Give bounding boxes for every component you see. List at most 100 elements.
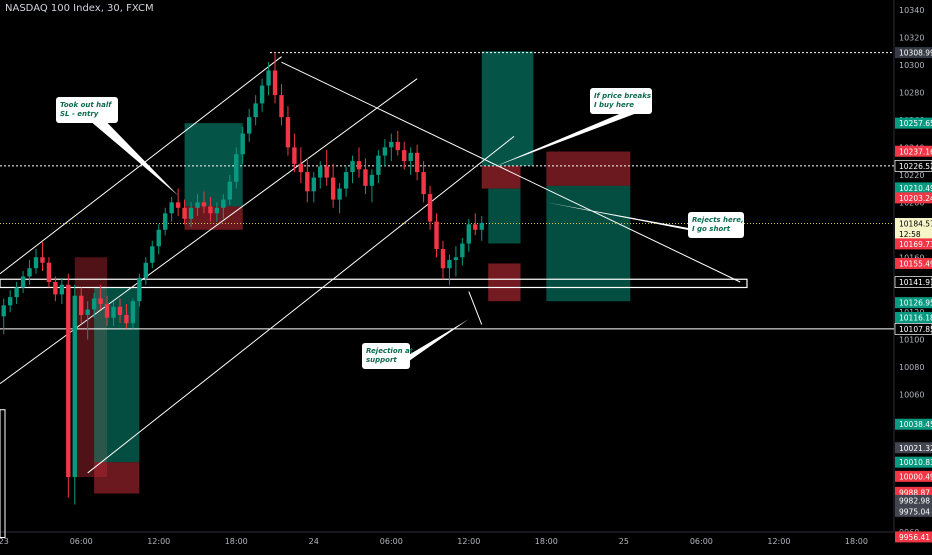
price-label: 10155.49: [899, 259, 932, 268]
callout-text: Rejects here,: [692, 216, 744, 224]
candle-body: [143, 262, 149, 278]
candle-body: [382, 147, 388, 156]
candle-body: [324, 166, 329, 178]
x-tick-label: 24: [309, 537, 319, 546]
position-zone: [488, 188, 521, 244]
price-label-box: [895, 257, 932, 269]
price-label-box: [895, 218, 932, 230]
candle-body: [356, 161, 362, 170]
callout-text: Took out half: [60, 101, 112, 109]
candle-body: [14, 287, 19, 298]
position-zone: [184, 123, 243, 207]
position-zone: [546, 151, 631, 186]
candle-body: [66, 284, 71, 478]
candle-body: [98, 298, 103, 304]
price-label: 10210.49: [899, 184, 932, 193]
trend-line: [87, 135, 515, 474]
candle-body: [259, 85, 265, 104]
price-label: 9982.98: [899, 496, 930, 505]
price-label: 10308.99: [899, 49, 932, 58]
position-zone: [546, 185, 631, 302]
candle-body: [91, 298, 97, 310]
trend-line: [281, 61, 741, 283]
candle-body: [440, 249, 446, 269]
callout-box: [590, 88, 652, 114]
candle-body: [479, 222, 484, 230]
price-label: 10169.73: [899, 240, 932, 249]
trend-line: [468, 291, 483, 325]
price-label-box: [895, 531, 932, 543]
candle-body: [40, 257, 45, 263]
price-label-box: [895, 228, 932, 240]
position-zone: [488, 263, 521, 302]
candle-body: [117, 306, 123, 315]
candle-body: [272, 70, 278, 96]
price-label-box: [895, 47, 932, 59]
callout-pointer: [90, 121, 179, 196]
candle-body: [376, 155, 381, 175]
position-zone: [184, 206, 243, 230]
candle-body: [253, 103, 258, 118]
support-box: [0, 278, 748, 289]
x-tick-label: 18:00: [845, 537, 868, 546]
position-zone: [481, 51, 534, 166]
candle-body: [20, 276, 26, 288]
candle-body: [337, 188, 342, 200]
candle-body: [227, 181, 232, 200]
price-label: 10021.32: [899, 444, 932, 453]
candle-body: [79, 295, 84, 315]
x-tick-label: 18:00: [535, 537, 558, 546]
price-label-box: [894, 160, 932, 172]
candle-body: [124, 314, 129, 324]
price-label-box: [895, 486, 932, 498]
callout-box: [688, 212, 744, 238]
y-tick-label: 10080: [899, 363, 924, 372]
price-label: 10237.16: [899, 147, 932, 156]
candle-body: [208, 206, 213, 214]
price-label: 10116.18: [899, 313, 932, 322]
callout-text: I buy here: [594, 101, 634, 109]
candle-body: [369, 174, 375, 186]
candle-body: [72, 295, 77, 478]
x-tick-label: 12:00: [767, 537, 790, 546]
price-label-box: [895, 494, 932, 506]
candle-body: [234, 154, 239, 182]
price-label: 12:58: [899, 230, 921, 239]
candle-body: [59, 284, 65, 295]
price-label-box: [895, 192, 932, 204]
candle-body: [434, 221, 439, 250]
candle-body: [169, 202, 174, 214]
candle-body: [221, 199, 226, 208]
price-label-box: [895, 418, 932, 430]
candle-body: [460, 243, 465, 258]
callout-box: [56, 97, 118, 123]
y-tick-label: 10160: [899, 253, 924, 262]
callout-text: If price breaks: [594, 92, 651, 100]
price-label: 10000.49: [899, 472, 932, 481]
candle-body: [453, 257, 459, 261]
candle-body: [266, 70, 271, 86]
candle-body: [195, 202, 200, 208]
price-label-box: [894, 276, 932, 288]
candle-body: [473, 224, 478, 230]
price-label-box: [895, 297, 932, 309]
candle-body: [85, 309, 90, 315]
price-label: 9975.04: [899, 507, 930, 516]
price-label-box: [895, 238, 932, 250]
candle-body: [240, 133, 245, 155]
x-tick-label: 12:00: [457, 537, 480, 546]
x-tick-label: 12:00: [147, 537, 170, 546]
y-tick-label: 10100: [899, 336, 924, 345]
candle-body: [343, 172, 349, 189]
y-tick-label: 10320: [899, 33, 924, 42]
left-box: [0, 409, 6, 538]
y-tick-label: 10280: [899, 88, 924, 97]
callout-text: SL - entry: [60, 110, 99, 118]
x-tick-label: 06:00: [690, 537, 713, 546]
candle-body: [305, 172, 310, 192]
price-label-box: [895, 505, 932, 517]
candle-body: [363, 169, 368, 186]
callout-pointer: [494, 112, 640, 167]
